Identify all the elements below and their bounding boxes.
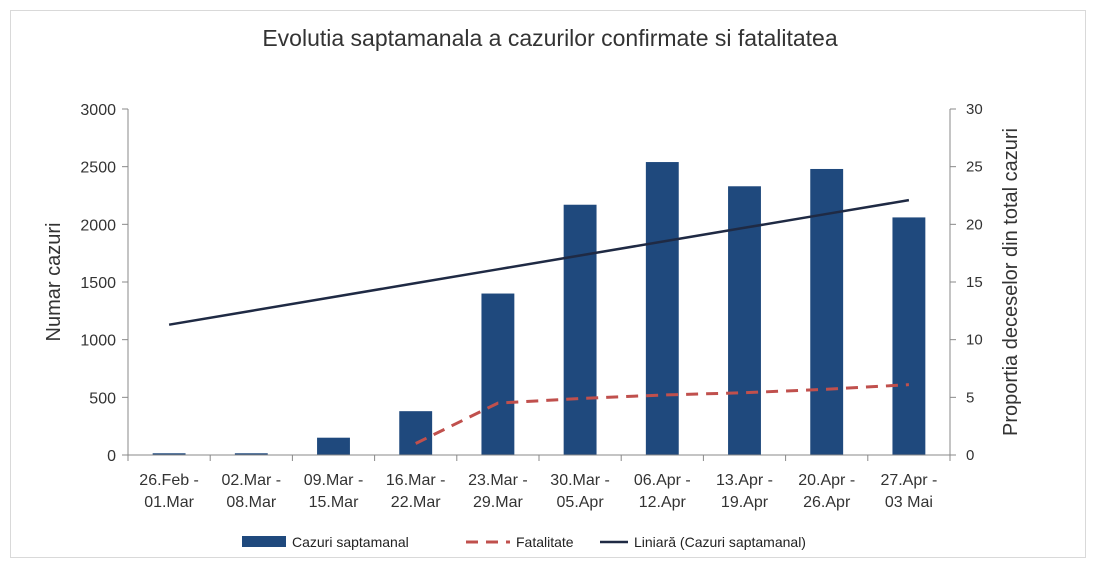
- y-tick-label-right: 15: [966, 274, 983, 291]
- legend-label: Liniară (Cazuri saptamanal): [634, 534, 806, 550]
- x-tick-label: 30.Mar -: [550, 472, 610, 489]
- bar-7: [728, 186, 761, 456]
- x-tick-label: 27.Apr -: [880, 472, 937, 489]
- x-tick-label: 26.Feb -: [139, 472, 199, 489]
- x-tick-label: 09.Mar -: [304, 472, 364, 489]
- bar-5: [563, 204, 597, 455]
- legend-label: Fatalitate: [516, 534, 574, 550]
- bar-1: [234, 453, 268, 455]
- x-tick-label: 13.Apr -: [716, 472, 773, 489]
- x-tick-label: 15.Mar: [309, 494, 359, 511]
- chart-title: Evolutia saptamanala a cazurilor confirm…: [262, 25, 838, 51]
- y-tick-label-left: 1000: [80, 333, 116, 350]
- y-tick-label-left: 500: [89, 390, 116, 407]
- y-axis-title-left: Numar cazuri: [43, 223, 65, 342]
- y-tick-label-right: 10: [966, 332, 983, 349]
- y-tick-label-right: 25: [966, 159, 983, 176]
- x-tick-label: 16.Mar -: [386, 472, 446, 489]
- x-tick-label: 02.Mar -: [222, 472, 282, 489]
- y-tick-label-left: 3000: [80, 102, 116, 119]
- y-tick-label-right: 30: [966, 101, 983, 118]
- y-tick-label-left: 2500: [80, 160, 116, 177]
- bar-0: [152, 453, 186, 455]
- x-tick-label: 03 Mai: [885, 494, 933, 511]
- y-tick-label-left: 1500: [80, 275, 116, 292]
- bar-6: [645, 162, 679, 455]
- x-tick-label: 20.Apr -: [798, 472, 855, 489]
- y-axis-title-right: Proportia deceselor din total cazuri: [1000, 128, 1022, 436]
- trendline: [168, 198, 910, 326]
- y-tick-label-right: 5: [966, 389, 974, 406]
- x-tick-label: 26.Apr: [803, 494, 851, 511]
- x-tick-label: 23.Mar -: [468, 472, 528, 489]
- bar-4: [481, 293, 515, 455]
- bar-2: [317, 437, 350, 455]
- x-tick-label: 05.Apr: [557, 494, 605, 511]
- bar-3: [399, 411, 433, 455]
- y-tick-label-right: 20: [966, 216, 983, 233]
- x-tick-label: 01.Mar: [144, 494, 194, 511]
- x-tick-label: 12.Apr: [639, 494, 687, 511]
- legend: Cazuri saptamanal Fatalitate Liniară (Cazu…: [242, 534, 806, 550]
- y-tick-label-left: 0: [107, 448, 116, 465]
- y-tick-label-left: 2000: [80, 217, 116, 234]
- legend-label: Cazuri saptamanal: [292, 534, 409, 550]
- fatality-line: [415, 383, 909, 445]
- legend-swatch-bar: [242, 536, 286, 547]
- x-tick-label: 29.Mar: [473, 494, 523, 511]
- x-tick-label: 19.Apr: [721, 494, 769, 511]
- x-tick-label: 22.Mar: [391, 494, 441, 511]
- bar-9: [892, 217, 926, 455]
- y-tick-label-right: 0: [966, 447, 974, 464]
- x-tick-label: 06.Apr -: [634, 472, 691, 489]
- x-tick-label: 08.Mar: [226, 494, 276, 511]
